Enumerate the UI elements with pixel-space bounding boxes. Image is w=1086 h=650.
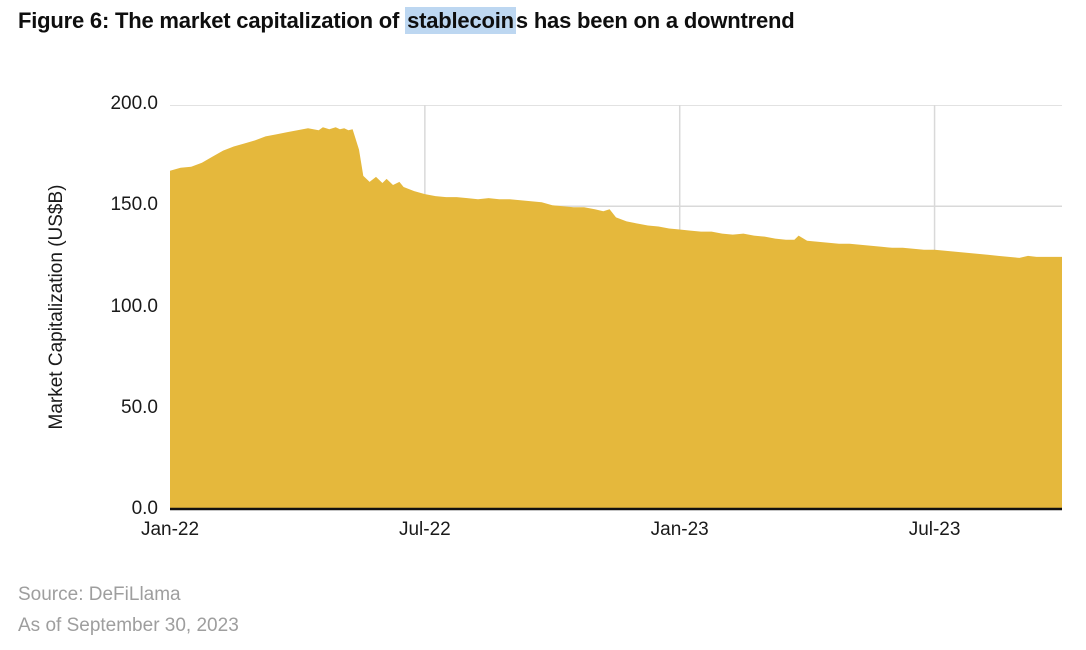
figure-title-prefix: Figure 6: The market capitalization of bbox=[18, 8, 406, 33]
x-tick-label-Jan-23: Jan-23 bbox=[650, 519, 709, 540]
x-tick-label-Jan-22: Jan-22 bbox=[140, 519, 200, 540]
stablecoin-marketcap-area-chart bbox=[170, 105, 1062, 511]
x-tick-label-Jul-22: Jul-22 bbox=[398, 519, 451, 540]
source-line-2: As of September 30, 2023 bbox=[18, 615, 239, 636]
area-series bbox=[170, 127, 1062, 511]
y-axis-title: Market Capitalization (US$B) bbox=[46, 184, 67, 430]
source-block: Source: DeFiLlama As of September 30, 20… bbox=[18, 579, 239, 641]
figure-title: Figure 6: The market capitalization of s… bbox=[18, 7, 795, 34]
y-tick-label-50.0: 50.0 bbox=[121, 396, 158, 418]
y-tick-label-200.0: 200.0 bbox=[110, 93, 158, 114]
y-tick-label-100.0: 100.0 bbox=[110, 295, 158, 317]
source-line-1: Source: DeFiLlama bbox=[18, 584, 181, 605]
title-highlight: stablecoin bbox=[405, 7, 516, 34]
figure-title-suffix: s has been on a downtrend bbox=[515, 8, 795, 33]
y-tick-label-150.0: 150.0 bbox=[110, 194, 158, 216]
y-tick-label-0.0: 0.0 bbox=[131, 498, 158, 519]
x-tick-label-Jul-23: Jul-23 bbox=[908, 519, 961, 540]
